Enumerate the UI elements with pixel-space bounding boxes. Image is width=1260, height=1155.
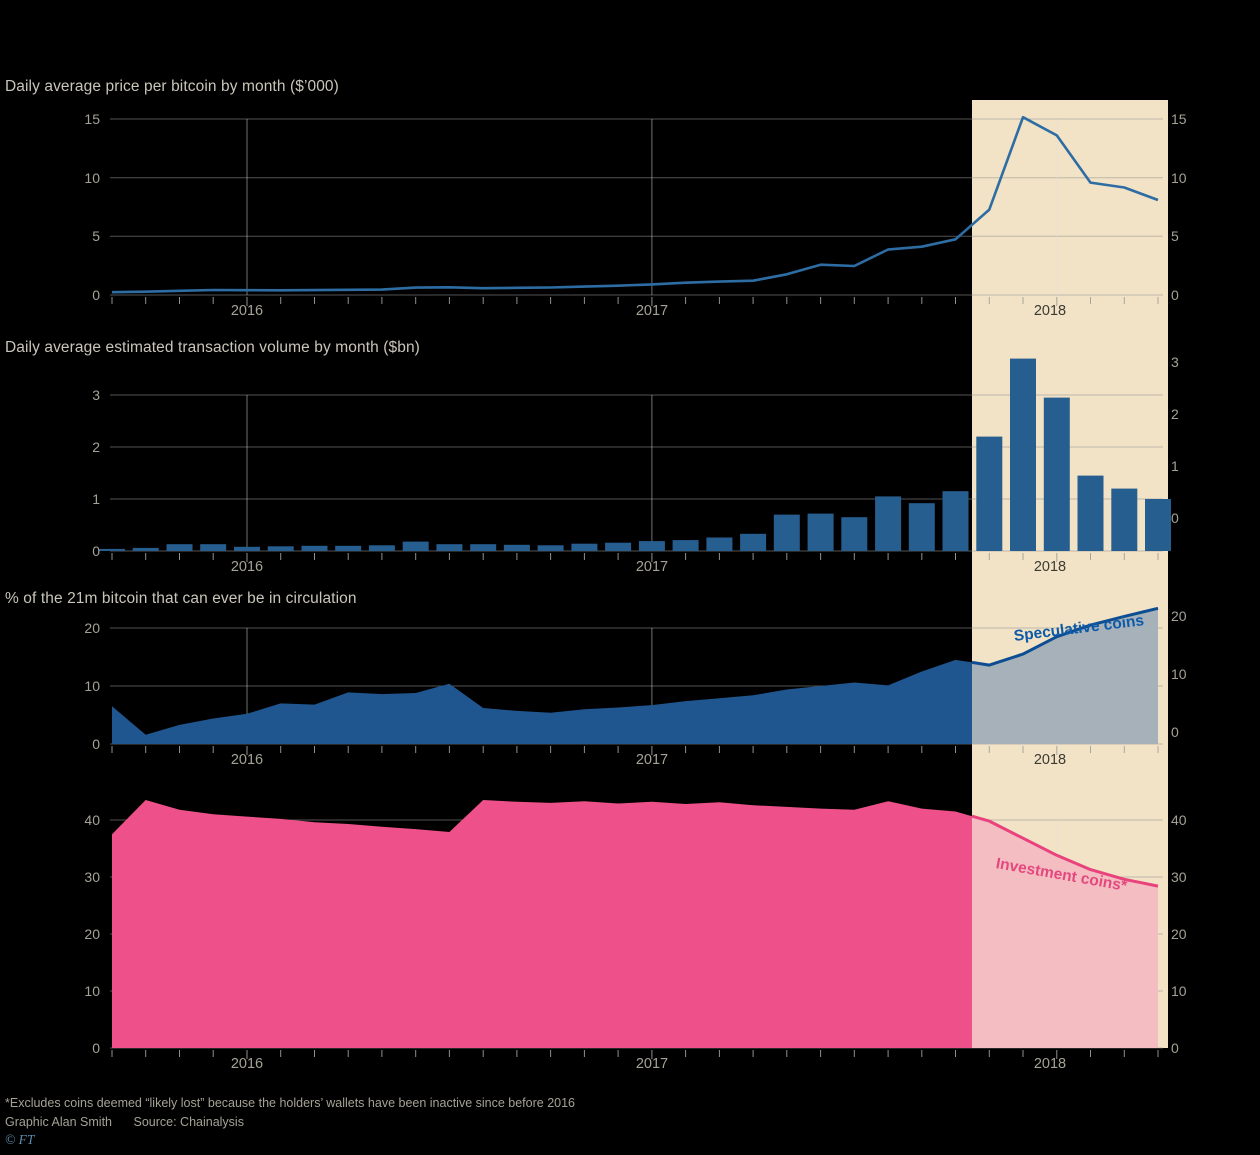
circulation-chart-title: % of the 21m bitcoin that can ever be in… (5, 590, 357, 607)
ft-logo: © FT (5, 1132, 35, 1147)
price-chart-title: Daily average price per bitcoin by month… (5, 78, 339, 95)
footnote: *Excludes coins deemed “likely lost” bec… (5, 1096, 576, 1110)
credit-line: Graphic Alan Smith Source: Chainalysis (5, 1115, 244, 1129)
source-credit: Source: Chainalysis (133, 1115, 244, 1129)
volume-chart-title: Daily average estimated transaction volu… (5, 339, 420, 356)
graphic-credit: Graphic Alan Smith (5, 1115, 112, 1129)
